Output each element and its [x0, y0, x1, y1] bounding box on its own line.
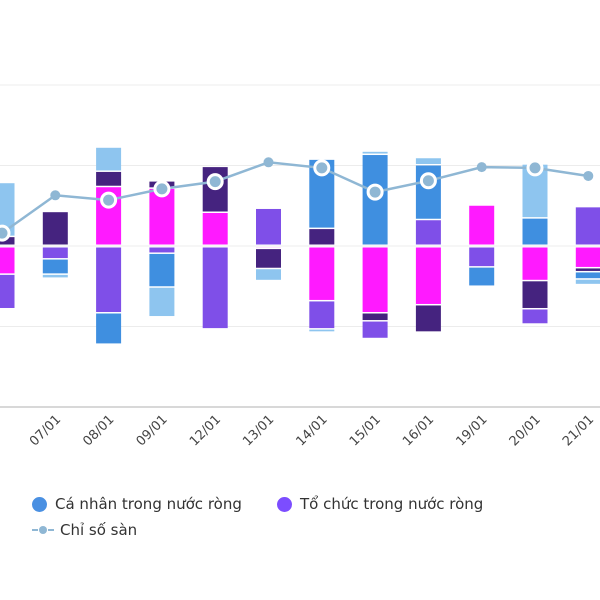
line-point	[583, 170, 594, 181]
bar-segment-darkpurple	[0, 237, 15, 245]
x-tick-label: 16/01	[400, 412, 437, 449]
x-tick-label: 12/01	[187, 412, 224, 449]
line-series-chi-so-san	[1, 161, 589, 235]
line-point	[100, 191, 118, 209]
line-point	[263, 157, 274, 168]
bar-segment-lightblue	[0, 183, 15, 236]
line-point	[153, 180, 171, 198]
x-tick-label: 09/01	[134, 412, 171, 449]
legend-item-ca-nhan[interactable]: Cá nhân trong nước ròng	[32, 495, 242, 513]
bar-segment-purple	[42, 247, 68, 259]
stacked-bar-line-chart: 07/01 08/01 09/01 12/01 13/01 14/01 15/01 16/01…	[0, 84, 600, 449]
line-point	[366, 183, 384, 201]
legend-line-marker-icon	[32, 525, 54, 535]
bar-segment-darkpurple	[575, 268, 600, 271]
x-tick-label: 08/01	[80, 412, 117, 449]
bar-segment-magenta	[415, 247, 441, 304]
bar-segment-blue	[149, 253, 175, 287]
bar-segment-lightblue	[575, 279, 600, 284]
line-point	[206, 173, 224, 191]
x-tick-label: 20/01	[507, 412, 544, 449]
bar-segment-blue	[42, 259, 68, 274]
bar-segment-purple	[575, 207, 600, 245]
bar-segment-purple	[256, 208, 281, 245]
legend-purple-dot-icon	[277, 496, 292, 512]
x-tick-label: 13/01	[240, 412, 277, 449]
bar-segment-magenta	[202, 212, 228, 245]
bar-segment-lightblue	[256, 269, 281, 280]
bar-segment-darkpurple	[42, 212, 68, 245]
bar-segment-blue	[96, 313, 122, 344]
legend-item-to-chuc[interactable]: Tổ chức trong nước ròng	[277, 495, 483, 513]
bar-segment-lightblue	[149, 287, 175, 317]
bar-segment-purple	[96, 247, 122, 313]
bar-segment-purple	[202, 247, 228, 329]
legend-label: Tổ chức trong nước ròng	[300, 495, 484, 513]
line-point	[0, 224, 11, 242]
bar-segment-darkpurple	[522, 281, 548, 308]
bar-segment-lightblue	[309, 329, 335, 332]
x-tick-label: 07/01	[27, 412, 64, 449]
bar-segment-blue	[522, 218, 548, 245]
line-point	[419, 172, 437, 190]
x-tick-label: 15/01	[347, 412, 384, 449]
line-point	[476, 162, 487, 173]
bar-segment-purple	[469, 247, 495, 267]
bar-segment-darkpurple	[362, 313, 388, 321]
bar-segment-purple	[0, 274, 15, 308]
bar-segment-darkpurple	[415, 305, 441, 332]
x-tick-label: 19/01	[453, 412, 490, 449]
bar-segment-darkpurple	[96, 171, 122, 186]
bar-segment-purple	[149, 247, 175, 253]
bar-segment-lightblue	[362, 151, 388, 154]
line-point	[50, 190, 61, 201]
bar-segment-lightblue	[42, 274, 68, 278]
legend-item-chi-so-san[interactable]: Chỉ số sàn	[32, 521, 137, 539]
legend-label: Cá nhân trong nước ròng	[55, 495, 242, 513]
bar-segment-purple	[309, 301, 335, 329]
legend-label: Chỉ số sàn	[60, 521, 138, 539]
bar-segment-purple	[362, 321, 388, 338]
bar-segment-darkpurple	[256, 249, 281, 268]
bar-segment-lightblue	[96, 147, 122, 171]
x-tick-label: 21/01	[560, 412, 597, 449]
line-point	[313, 159, 331, 177]
bar-segment-blue	[575, 272, 600, 279]
bar-segment-magenta	[149, 188, 175, 245]
legend-blue-dot-icon	[32, 496, 47, 512]
bar-segment-darkpurple	[309, 229, 335, 245]
bar-segment-lightblue	[415, 158, 441, 164]
bar-segment-magenta	[309, 247, 335, 300]
bar-segment-blue	[469, 267, 495, 286]
bar-segment-magenta	[469, 205, 495, 245]
x-tick-label: 14/01	[294, 412, 331, 449]
bar-segment-purple	[522, 309, 548, 324]
bar-segment-magenta	[0, 247, 15, 274]
bar-segment-magenta	[522, 247, 548, 280]
bar-segment-purple	[415, 220, 441, 245]
line-point	[526, 159, 544, 177]
bar-segment-magenta	[575, 247, 600, 267]
bar-segment-magenta	[362, 247, 388, 313]
